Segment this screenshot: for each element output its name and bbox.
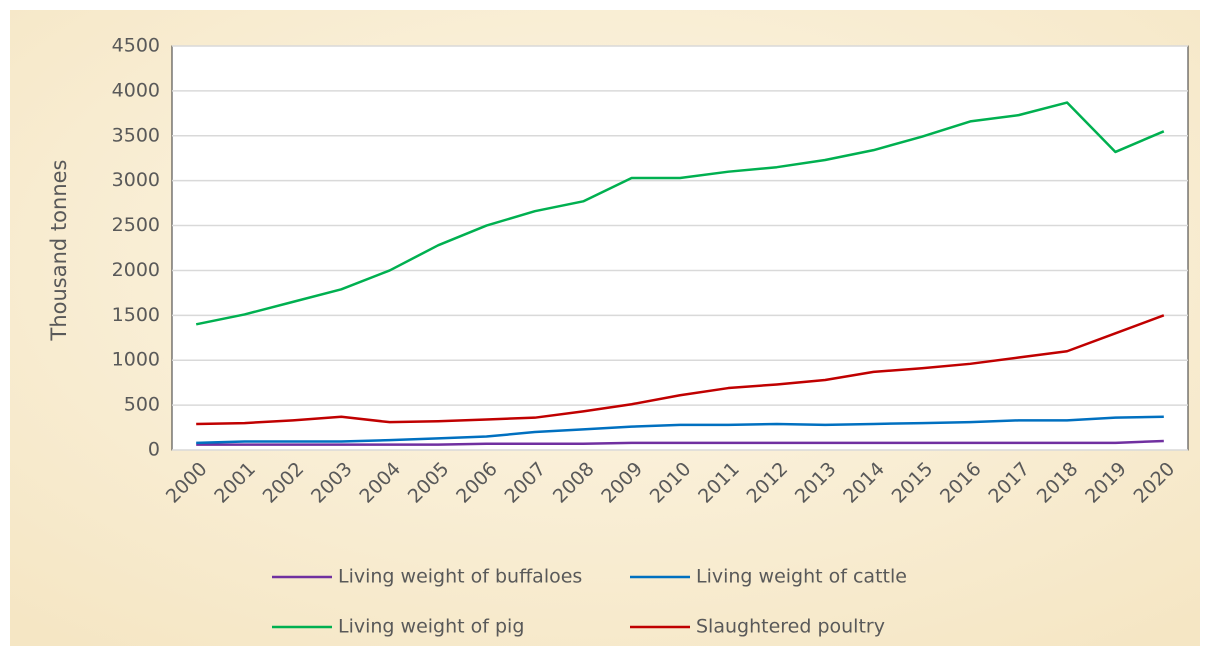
legend-label: Living weight of buffaloes bbox=[338, 566, 582, 588]
y-tick-label: 500 bbox=[124, 394, 160, 416]
legend-label: Slaughtered poultry bbox=[696, 616, 885, 638]
legend-label: Living weight of pig bbox=[338, 616, 524, 638]
data-line bbox=[195, 101, 1165, 326]
legend-label: Living weight of cattle bbox=[696, 566, 907, 588]
y-tick-label: 3500 bbox=[112, 124, 160, 146]
y-axis-label: Thousand tonnes bbox=[47, 160, 71, 342]
y-tick-label: 0 bbox=[148, 439, 160, 461]
data-line bbox=[196, 439, 1164, 446]
data-line bbox=[196, 415, 1164, 445]
y-tick-label: 2000 bbox=[112, 259, 160, 281]
y-tick-label: 1000 bbox=[112, 349, 160, 371]
y-tick-label: 1500 bbox=[112, 304, 160, 326]
y-tick-label: 2500 bbox=[112, 214, 160, 236]
data-line bbox=[196, 314, 1165, 426]
y-tick-label: 4000 bbox=[112, 79, 160, 101]
plot-area bbox=[171, 45, 1189, 451]
y-tick-label: 3000 bbox=[112, 169, 160, 191]
y-tick-label: 4500 bbox=[112, 35, 160, 57]
